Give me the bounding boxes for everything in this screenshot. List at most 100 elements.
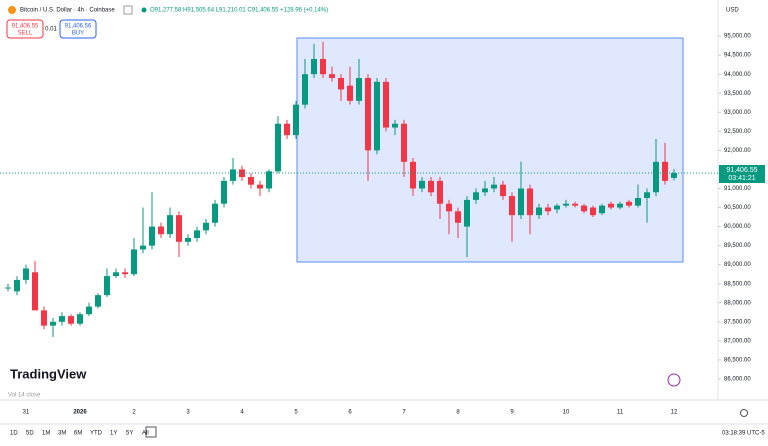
settings-icon[interactable] [740, 409, 748, 417]
buy-button[interactable] [59, 19, 97, 39]
candle-body [347, 85, 353, 101]
range-button[interactable]: 5Y [126, 431, 133, 437]
candle-body [86, 306, 92, 315]
y-tick-label: 93,500.00 [724, 91, 751, 97]
magic-icon[interactable] [667, 373, 681, 387]
candle-body [554, 205, 560, 210]
range-button[interactable]: YTD [90, 431, 103, 437]
candle-body [617, 203, 623, 208]
candle-body [257, 184, 263, 189]
candle-body [653, 161, 659, 193]
candle-body [23, 268, 29, 280]
y-tick-label: 94,000.00 [724, 72, 751, 78]
clock: 03:18:39 UTC-5 [722, 431, 765, 437]
ohlc: O91,277.58 H91,505.64 L91,210.01 C91,406… [150, 8, 328, 14]
candle-body [5, 287, 11, 289]
candle-body [50, 321, 56, 326]
candle-body [320, 58, 326, 75]
logo: TradingView [10, 366, 87, 381]
candle-body [518, 188, 524, 216]
candle-body [608, 203, 614, 208]
candle-body [644, 192, 650, 198]
range-button[interactable]: 1Y [110, 431, 117, 437]
candle-body [122, 272, 128, 275]
last-price-label: 91,406.55 [726, 167, 757, 174]
candle-body [590, 207, 596, 216]
candle-body [248, 177, 254, 185]
candle-body [158, 226, 164, 235]
y-tick-label: 89,500.00 [724, 243, 751, 249]
x-tick-label: 4 [240, 410, 244, 416]
close-button[interactable] [123, 5, 133, 15]
range-button[interactable]: 1D [10, 431, 18, 437]
candle-body [95, 295, 101, 307]
range-button[interactable]: 5D [26, 431, 34, 437]
range-button[interactable]: 1M [42, 431, 50, 437]
candle-body [383, 81, 389, 128]
range-button[interactable]: 3M [58, 431, 66, 437]
candle-body [149, 226, 155, 246]
range-button[interactable]: 6M [74, 431, 82, 437]
candle-body [437, 180, 443, 204]
sell-label: SELL [18, 31, 33, 37]
candle-body [374, 81, 380, 151]
x-tick-label: 31 [23, 410, 30, 416]
candle-body [491, 184, 497, 189]
y-tick-label: 92,500.00 [724, 129, 751, 135]
candle-body [167, 215, 173, 235]
candle-body [176, 215, 182, 242]
sell-button[interactable] [6, 19, 44, 39]
candle-body [275, 123, 281, 172]
y-tick-label: 94,500.00 [724, 53, 751, 59]
candle-body [428, 180, 434, 193]
candle-body [482, 188, 488, 193]
candle-body [32, 272, 38, 311]
x-tick-label: 6 [348, 410, 352, 416]
x-tick-label: 5 [294, 410, 298, 416]
x-tick-label: 3 [186, 410, 190, 416]
x-tick-label: 10 [563, 410, 570, 416]
x-tick-label: 2026 [73, 410, 87, 416]
candle-body [41, 310, 47, 326]
candle-body [410, 161, 416, 189]
candle-body [419, 180, 425, 189]
candle-body [59, 316, 65, 322]
candle-body [662, 161, 668, 181]
candle-body [131, 249, 137, 275]
candle-body [185, 238, 191, 242]
spread: 0.01 [45, 27, 57, 33]
candle-body [581, 205, 587, 212]
y-tick-label: 87,500.00 [724, 319, 751, 325]
buy-label: BUY [72, 31, 84, 37]
y-tick-label: 86,500.00 [724, 357, 751, 363]
candle-body [14, 279, 20, 292]
y-tick-label: 93,000.00 [724, 110, 751, 116]
y-tick-label: 87,000.00 [724, 338, 751, 344]
x-tick-label: 2 [132, 410, 136, 416]
candle-body [293, 104, 299, 136]
btc-icon [8, 6, 16, 14]
x-tick-label: 12 [671, 410, 678, 416]
range-button[interactable]: All [142, 431, 149, 437]
candle-body [563, 203, 569, 206]
candle-body [140, 245, 146, 250]
candle-body [626, 201, 632, 206]
y-tick-label: 88,500.00 [724, 281, 751, 287]
candle-body [455, 211, 461, 223]
candle-body [572, 203, 578, 206]
candle-body [302, 74, 308, 105]
status-dot [141, 7, 147, 13]
date-range-icon[interactable] [145, 426, 157, 438]
x-tick-label: 11 [617, 410, 624, 416]
indicator-legend: Vol 14 close [8, 393, 41, 399]
candle-body [212, 203, 218, 223]
symbol: Bitcoin / U.S. Dollar · 4h · Coinbase [20, 8, 115, 14]
y-tick-label: 90,000.00 [724, 224, 751, 230]
candle-body [545, 207, 551, 212]
buy-price: 91,406.56 [65, 24, 92, 30]
candle-body [329, 74, 335, 78]
rectangle-drawing[interactable] [296, 37, 684, 263]
y-tick-label: 92,000.00 [724, 148, 751, 154]
